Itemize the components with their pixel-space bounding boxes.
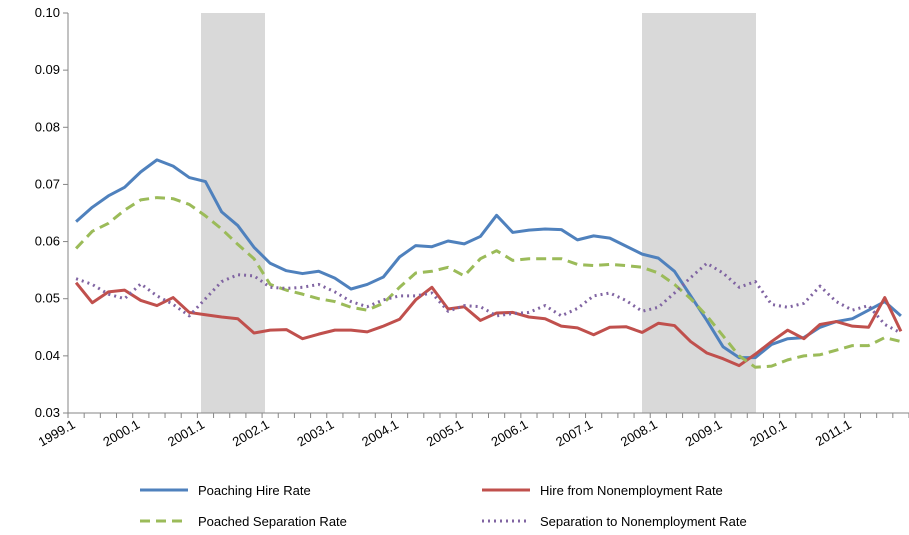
- x-tick-label: 2002.1: [230, 417, 272, 450]
- x-tick-label: 2005.1: [424, 417, 466, 450]
- shaded-period: [201, 13, 265, 413]
- y-tick-label: 0.06: [35, 234, 60, 249]
- shaded-period: [642, 13, 756, 413]
- legend-label: Poaching Hire Rate: [198, 483, 311, 498]
- y-tick-label: 0.10: [35, 5, 60, 20]
- x-tick-label: 2011.1: [813, 417, 854, 449]
- x-tick-label: 2004.1: [359, 417, 401, 450]
- x-tick-label: 2000.1: [100, 417, 142, 450]
- series-line: [74, 196, 902, 369]
- series-line: [75, 158, 902, 360]
- x-tick-label: 1999.1: [36, 417, 78, 450]
- x-tick-label: 2010.1: [747, 417, 789, 450]
- y-tick-label: 0.09: [35, 62, 60, 77]
- legend-label: Hire from Nonemployment Rate: [540, 483, 723, 498]
- legend-label: Poached Separation Rate: [198, 514, 347, 529]
- series-line: [75, 261, 902, 335]
- y-tick-label: 0.04: [35, 348, 60, 363]
- legend-label: Separation to Nonemployment Rate: [540, 514, 747, 529]
- y-tick-label: 0.07: [35, 176, 60, 191]
- x-tick-label: 2001.1: [165, 417, 207, 450]
- x-tick-label: 2003.1: [294, 417, 336, 450]
- x-tick-label: 2009.1: [683, 417, 725, 450]
- x-tick-label: 2008.1: [618, 417, 660, 450]
- x-tick-label: 2007.1: [553, 417, 595, 450]
- series-line: [74, 281, 903, 368]
- y-tick-label: 0.08: [35, 119, 60, 134]
- y-tick-label: 0.05: [35, 291, 60, 306]
- x-tick-label: 2006.1: [488, 417, 530, 450]
- y-tick-label: 0.03: [35, 405, 60, 420]
